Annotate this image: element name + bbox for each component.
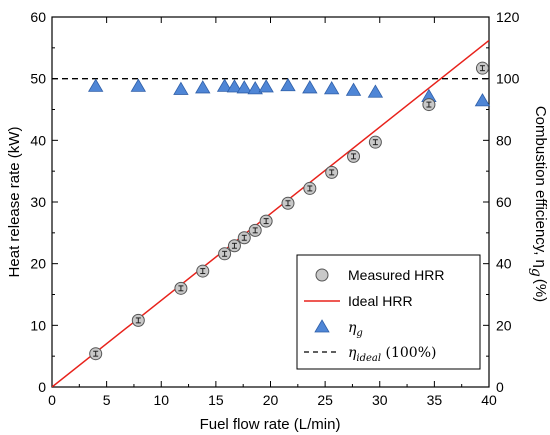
eta-g-point [130,78,147,92]
legend-marker-measured-hrr [315,268,329,282]
x-tick-label: 5 [103,392,111,408]
right-y-tick-label: 120 [496,9,520,25]
legend-marker-eta-g [314,319,330,333]
legend-label-eta-ideal-main: η [348,345,357,361]
left-y-axis-ticks: 0 10 20 30 40 50 60 [30,9,58,395]
x-tick-label: 35 [427,392,443,408]
right-y-axis-title-unit: (%) [532,279,549,302]
eta-g-point [323,81,340,95]
legend-label-eta-g: ηg [348,320,363,339]
right-y-axis-title-main: Combustion efficiency, η [532,106,549,268]
right-y-tick-label: 0 [496,379,504,395]
eta-g-point [280,77,296,92]
eta-g-point [247,81,263,95]
left-y-tick-label: 60 [30,9,46,25]
right-y-tick-label: 20 [496,317,512,333]
legend: Measured HRR Ideal HRR ηg ηideal (100%) [296,254,481,370]
legend-label-eta-ideal-suffix: (100%) [381,345,436,361]
legend-label-eta-g-sub: g [356,328,362,339]
right-y-tick-label: 80 [496,132,512,148]
eta-g-point [302,80,318,94]
right-y-tick-label: 60 [496,194,512,210]
eta-g-point [367,84,384,98]
right-y-axis-title: Combustion efficiency, ηg (%) [528,106,549,302]
eta-g-point [195,80,211,94]
right-y-tick-label: 40 [496,256,512,272]
marker-layer [88,61,491,361]
right-y-axis-title-sub: g [528,268,544,277]
x-axis-ticks: 0 5 10 15 20 25 30 35 40 [48,17,497,408]
left-y-tick-label: 30 [30,194,46,210]
legend-label-measured-hrr: Measured HRR [348,267,444,283]
left-y-tick-label: 0 [38,379,46,395]
x-tick-label: 20 [263,392,279,408]
series-layer [52,39,489,387]
legend-label-eta-ideal-sub: ideal [356,353,381,364]
right-y-axis-ticks: 0 20 40 60 80 100 120 [483,9,520,395]
x-axis-title: Fuel flow rate (L/min) [200,416,341,433]
eta-g-point [226,79,243,93]
eta-g-point [474,93,491,107]
eta-g-point [88,78,104,92]
left-y-tick-label: 40 [30,132,46,148]
left-y-axis-title: Heat release rate (kW) [6,127,23,278]
eta-g-point [173,81,189,95]
legend-label-eta-g-main: η [348,320,357,336]
ideal-hrr-line [52,39,489,387]
eta-g-point [345,82,362,96]
eta-g-point [236,80,252,94]
x-tick-label: 10 [153,392,169,408]
x-tick-label: 30 [372,392,388,408]
left-y-tick-label: 10 [30,317,46,333]
eta-g-point [216,78,233,92]
x-tick-label: 15 [208,392,224,408]
legend-label-ideal-hrr: Ideal HRR [348,293,413,309]
x-tick-label: 25 [317,392,333,408]
right-y-tick-label: 100 [496,71,520,87]
x-tick-label: 0 [48,392,56,408]
x-tick-label: 40 [481,392,497,408]
eta-g-point [258,79,274,93]
left-y-tick-label: 20 [30,256,46,272]
legend-label-eta-ideal: ηideal (100%) [348,345,436,364]
left-y-tick-label: 50 [30,71,46,87]
